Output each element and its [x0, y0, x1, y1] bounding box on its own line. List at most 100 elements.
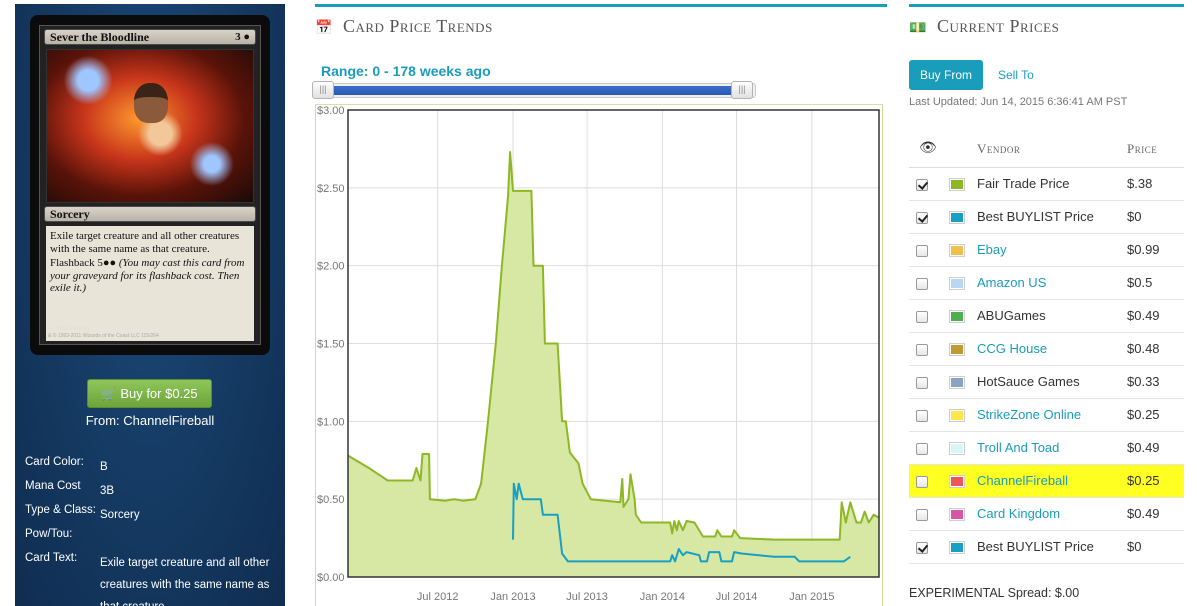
- vendor-color-cell: [949, 464, 977, 498]
- vendor-visibility-checkbox[interactable]: [916, 442, 928, 455]
- last-updated: Last Updated: Jun 14, 2015 6:36:41 AM PS…: [909, 96, 1128, 108]
- card-details: Card Color: B Mana Cost 3B Type & Class: Sorc…: [25, 456, 275, 606]
- vendor-visibility-checkbox[interactable]: [916, 310, 928, 323]
- vendor-visibility-checkbox[interactable]: [916, 211, 928, 224]
- card-detail-label: Card Color:: [25, 456, 84, 468]
- chart-y-tick-label: $1.50: [317, 339, 345, 351]
- vendor-price: $0: [1127, 200, 1184, 234]
- vendor-color-swatch: [949, 541, 965, 555]
- vendor-link[interactable]: StrikeZone Online: [977, 398, 1127, 432]
- chart-y-tick-label: $0.50: [317, 494, 345, 506]
- buy-button[interactable]: 🛒 Buy for $0.25: [87, 379, 212, 408]
- vendor-checkbox-cell: [909, 167, 949, 201]
- vendor-color-swatch: [949, 508, 965, 522]
- vendor-row: Card Kingdom $0.49: [909, 497, 1184, 531]
- vendor-row: HotSauce Games $0.33: [909, 365, 1184, 399]
- card-text-box: Exile target creature and all other crea…: [46, 226, 254, 341]
- panel-top-border: [315, 4, 887, 7]
- buy-button-label: Buy for $0.25: [120, 386, 198, 401]
- card-flashback-line: Flashback 5●●: [50, 257, 117, 269]
- vendor-link[interactable]: Ebay: [977, 233, 1127, 267]
- vendor-name: ABUGames: [977, 299, 1127, 333]
- chart-x-tick-label: Jul 2014: [716, 591, 758, 603]
- buy-from-tab[interactable]: Buy From: [909, 60, 983, 90]
- price-trends-panel: 📅 Card Price Trends Range: 0 - 178 weeks …: [312, 4, 887, 606]
- vendor-color-fill: [951, 180, 963, 190]
- vendor-color-cell: [949, 497, 977, 531]
- vendor-link[interactable]: Amazon US: [977, 266, 1127, 300]
- vendor-color-fill: [951, 510, 963, 520]
- vendor-price: $0.48: [1127, 332, 1184, 366]
- card-detail-label: Pow/Tou:: [25, 528, 73, 540]
- card-copyright: & © 1993-2011 Wizards of the Coast LLC 1…: [48, 333, 159, 339]
- visibility-column-header: 👁: [909, 131, 949, 168]
- card-info-panel: Sever the Bloodline 3 ● Sorcery Exile ta…: [15, 4, 285, 606]
- vendor-visibility-checkbox[interactable]: [916, 409, 928, 422]
- vendor-price: $0.5: [1127, 266, 1184, 300]
- vendor-color-fill: [951, 246, 963, 256]
- vendor-name: HotSauce Games: [977, 365, 1127, 399]
- chart-y-tick-label: $1.00: [317, 416, 345, 428]
- vendor-name: Best BUYLIST Price: [977, 530, 1127, 564]
- vendor-row: ABUGames $0.49: [909, 299, 1184, 333]
- vendor-visibility-checkbox[interactable]: [916, 244, 928, 257]
- chart-x-tick-label: Jan 2013: [490, 591, 535, 603]
- vendor-visibility-checkbox[interactable]: [916, 178, 928, 191]
- vendor-color-cell: [949, 233, 977, 267]
- card-detail-row: Card Color: B: [25, 456, 275, 480]
- chart-x-tick-label: Jan 2015: [789, 591, 834, 603]
- vendor-name: Best BUYLIST Price: [977, 200, 1127, 234]
- vendor-price: $0.33: [1127, 365, 1184, 399]
- vendor-color-fill: [951, 378, 963, 388]
- vendor-visibility-checkbox[interactable]: [916, 277, 928, 290]
- vendor-row: Amazon US $0.5: [909, 266, 1184, 300]
- price-chart: $0.00 $0.50 $1.00 $1.50 $2.00 $2.50 $3.00 Jul 2…: [315, 104, 883, 606]
- card-detail-row: Card Text: Exile target creature and all …: [25, 552, 275, 606]
- card-detail-value: Exile target creature and all other crea…: [100, 557, 270, 606]
- chart-series-line: [512, 482, 851, 563]
- vendor-color-swatch: [949, 343, 965, 357]
- card-image: Sever the Bloodline 3 ● Sorcery Exile ta…: [30, 15, 270, 355]
- vendor-visibility-checkbox[interactable]: [916, 376, 928, 389]
- card-detail-value: 3B: [100, 485, 115, 497]
- vendor-link[interactable]: Troll And Toad: [977, 431, 1127, 465]
- price-chart-svg: $0.00 $0.50 $1.00 $1.50 $2.00 $2.50 $3.00 Jul 2…: [317, 105, 880, 603]
- vendor-row: Best BUYLIST Price $0: [909, 200, 1184, 234]
- sell-to-tab[interactable]: Sell To: [998, 68, 1034, 82]
- vendor-color-cell: [949, 266, 977, 300]
- card-detail-row: Pow/Tou:: [25, 528, 275, 552]
- chart-y-tick-label: $3.00: [317, 105, 345, 117]
- vendor-color-fill: [951, 477, 963, 487]
- vendor-checkbox-cell: [909, 464, 949, 498]
- vendor-checkbox-cell: [909, 332, 949, 366]
- chart-y-tick-label: $2.00: [317, 261, 345, 273]
- vendor-color-cell: [949, 365, 977, 399]
- vendor-checkbox-cell: [909, 431, 949, 465]
- chart-series-line: [347, 151, 880, 541]
- range-slider-handle-start[interactable]: |||: [312, 81, 334, 99]
- vendor-checkbox-cell: [909, 299, 949, 333]
- vendor-row: StrikeZone Online $0.25: [909, 398, 1184, 432]
- vendor-rows: Fair Trade Price $.38 Best BUYLIST Price $0…: [909, 167, 1184, 564]
- vendor-column-header: Vendor: [977, 131, 1127, 168]
- range-slider-handle-end[interactable]: |||: [731, 81, 753, 99]
- vendor-link[interactable]: ChannelFireball: [977, 464, 1127, 498]
- vendor-visibility-checkbox[interactable]: [916, 475, 928, 488]
- card-art: [46, 49, 254, 203]
- vendor-color-cell: [949, 299, 977, 333]
- vendor-row: Best BUYLIST Price $0: [909, 530, 1184, 564]
- vendor-visibility-checkbox[interactable]: [916, 508, 928, 521]
- range-slider[interactable]: ||| |||: [312, 81, 756, 99]
- vendor-color-cell: [949, 431, 977, 465]
- vendor-color-swatch: [949, 310, 965, 324]
- current-prices-panel: 💵 Current Prices Buy From Sell To Last Up…: [909, 4, 1184, 606]
- cart-icon: 🛒: [101, 387, 117, 401]
- card-art-figure: [133, 83, 168, 124]
- vendor-color-cell: [949, 332, 977, 366]
- panel-top-border: [909, 4, 1184, 7]
- calendar-icon: 📅: [315, 21, 333, 36]
- vendor-link[interactable]: Card Kingdom: [977, 497, 1127, 531]
- vendor-visibility-checkbox[interactable]: [916, 343, 928, 356]
- vendor-visibility-checkbox[interactable]: [916, 541, 928, 554]
- vendor-link[interactable]: CCG House: [977, 332, 1127, 366]
